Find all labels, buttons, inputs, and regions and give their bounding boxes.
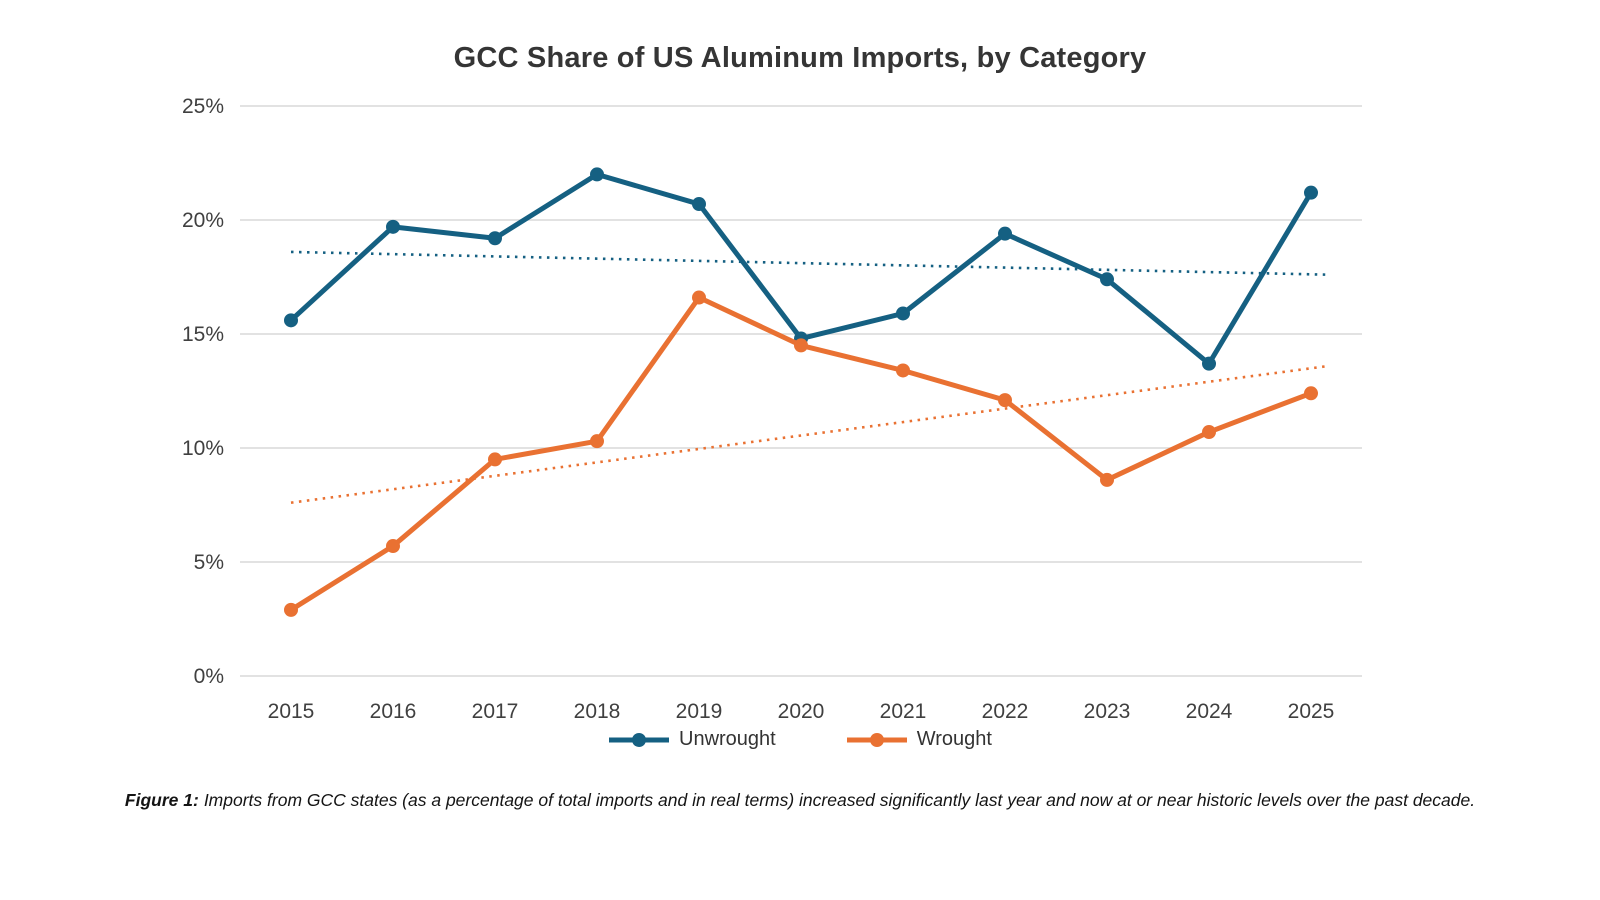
figure-caption-label: Figure 1: [124, 790, 199, 810]
x-tick-label: 2016 [370, 700, 417, 723]
legend-label-unwrought: Unwrought [679, 728, 776, 750]
data-point-wrought-2023 [1100, 472, 1114, 487]
data-point-wrought-2017 [488, 452, 502, 467]
trendline-wrought [290, 364, 1330, 505]
data-point-wrought-2020 [794, 338, 808, 353]
data-point-unwrought-2021 [896, 306, 910, 321]
x-tick-label: 2020 [778, 700, 825, 723]
figure-caption-text: Imports from GCC states (as a percentage… [203, 790, 1476, 810]
legend-item-unwrought: Unwrought [608, 728, 776, 751]
x-tick-label: 2023 [1084, 700, 1131, 723]
chart-title: GCC Share of US Aluminum Imports, by Cat… [453, 42, 1147, 74]
y-tick-label: 0% [194, 665, 224, 688]
y-tick-label: 25% [182, 95, 224, 118]
data-point-unwrought-2016 [386, 219, 400, 234]
line-chart-canvas: 0% 5% 10% 15% 20% 25% 2015 2016 2017 2018 2019 2020… [182, 95, 1362, 723]
data-point-unwrought-2017 [488, 231, 502, 246]
x-tick-label: 2018 [574, 700, 621, 723]
legend-item-wrought: Wrought [846, 728, 992, 751]
data-point-unwrought-2015 [284, 313, 298, 328]
data-point-wrought-2019 [692, 290, 706, 305]
data-point-wrought-2016 [386, 539, 400, 554]
y-tick-label: 20% [182, 209, 224, 232]
legend-label-wrought: Wrought [916, 728, 992, 750]
y-tick-label: 15% [182, 323, 224, 346]
data-point-unwrought-2024 [1202, 356, 1216, 371]
figure-caption: Figure 1: Imports from GCC states (as a p… [40, 789, 1560, 813]
y-tick-label: 10% [182, 437, 224, 460]
x-tick-label: 2017 [472, 700, 519, 723]
data-point-unwrought-2019 [692, 197, 706, 212]
data-point-unwrought-2025 [1304, 185, 1318, 200]
chart-legend: Unwrought Wrought [608, 728, 992, 751]
data-point-unwrought-2023 [1100, 272, 1114, 287]
x-tick-label: 2022 [982, 700, 1029, 723]
wrought-line-marker-icon [846, 732, 907, 747]
data-point-wrought-2021 [896, 363, 910, 378]
x-tick-label: 2015 [268, 700, 315, 723]
data-point-unwrought-2018 [590, 167, 604, 182]
data-point-wrought-2018 [590, 434, 604, 449]
data-point-wrought-2025 [1304, 386, 1318, 401]
trendline-unwrought [290, 250, 1330, 277]
x-tick-label: 2024 [1186, 700, 1233, 723]
data-point-wrought-2022 [998, 393, 1012, 408]
unwrought-line-marker-icon [609, 732, 670, 747]
data-point-wrought-2015 [284, 602, 298, 617]
data-point-unwrought-2022 [998, 226, 1012, 241]
x-tick-label: 2025 [1288, 700, 1335, 723]
x-tick-label: 2021 [880, 700, 927, 723]
x-tick-label: 2019 [676, 700, 723, 723]
data-point-wrought-2024 [1202, 425, 1216, 440]
y-tick-label: 5% [194, 551, 224, 574]
